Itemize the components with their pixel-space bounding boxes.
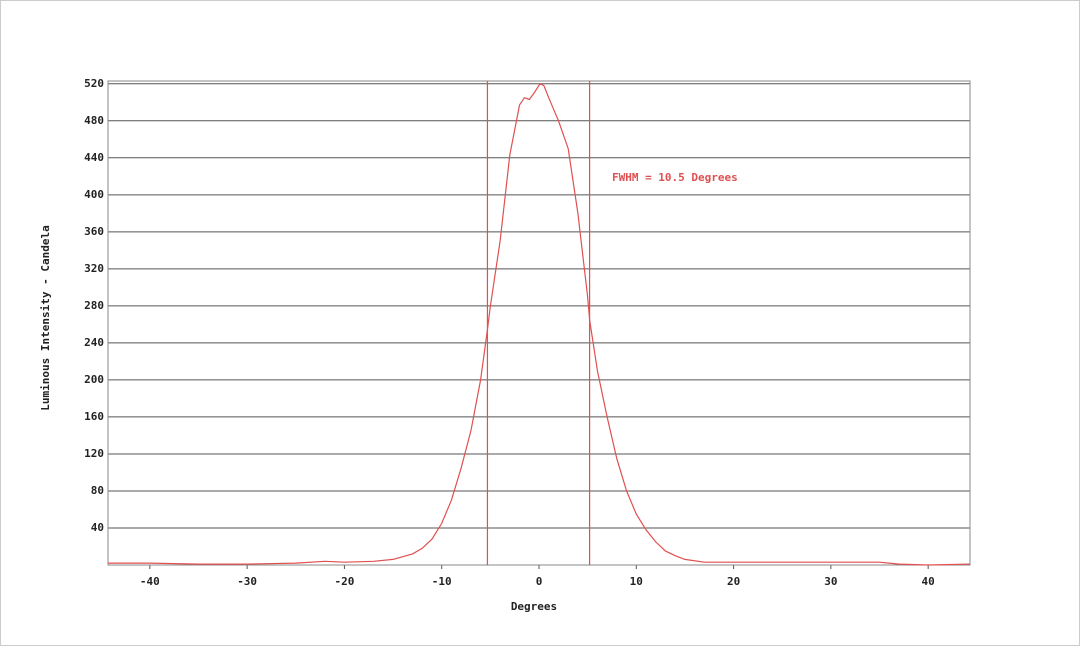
line-series bbox=[108, 83, 971, 566]
x-tick-label: 40 bbox=[922, 575, 935, 588]
y-tick-label: 200 bbox=[84, 373, 104, 386]
x-tick-label: 0 bbox=[536, 575, 543, 588]
y-tick-label: 320 bbox=[84, 262, 104, 275]
y-tick-label: 80 bbox=[91, 484, 104, 497]
y-tick-label: 240 bbox=[84, 336, 104, 349]
x-axis-label: Degrees bbox=[511, 600, 557, 613]
y-tick-label: 520 bbox=[84, 77, 104, 90]
y-tick-label: 480 bbox=[84, 114, 104, 127]
y-tick-label: 280 bbox=[84, 299, 104, 312]
y-tick-label: 440 bbox=[84, 151, 104, 164]
y-tick-label: 160 bbox=[84, 410, 104, 423]
annotation: FWHM = 10.5 Degrees bbox=[612, 171, 738, 184]
y-tick-label: 120 bbox=[84, 447, 104, 460]
x-tick-label: -30 bbox=[237, 575, 257, 588]
x-tick-label: -40 bbox=[140, 575, 160, 588]
x-tick-label: 10 bbox=[630, 575, 643, 588]
x-tick-label: -10 bbox=[432, 575, 452, 588]
x-tick-label: 20 bbox=[727, 575, 740, 588]
x-tick-label: -20 bbox=[334, 575, 354, 588]
y-tick-label: 400 bbox=[84, 188, 104, 201]
plot-border bbox=[107, 80, 971, 566]
y-tick-label: 40 bbox=[91, 521, 104, 534]
x-tick-label: 30 bbox=[824, 575, 837, 588]
y-axis-label: Luminous Intensity - Candela bbox=[39, 225, 52, 410]
y-tick-label: 360 bbox=[84, 225, 104, 238]
